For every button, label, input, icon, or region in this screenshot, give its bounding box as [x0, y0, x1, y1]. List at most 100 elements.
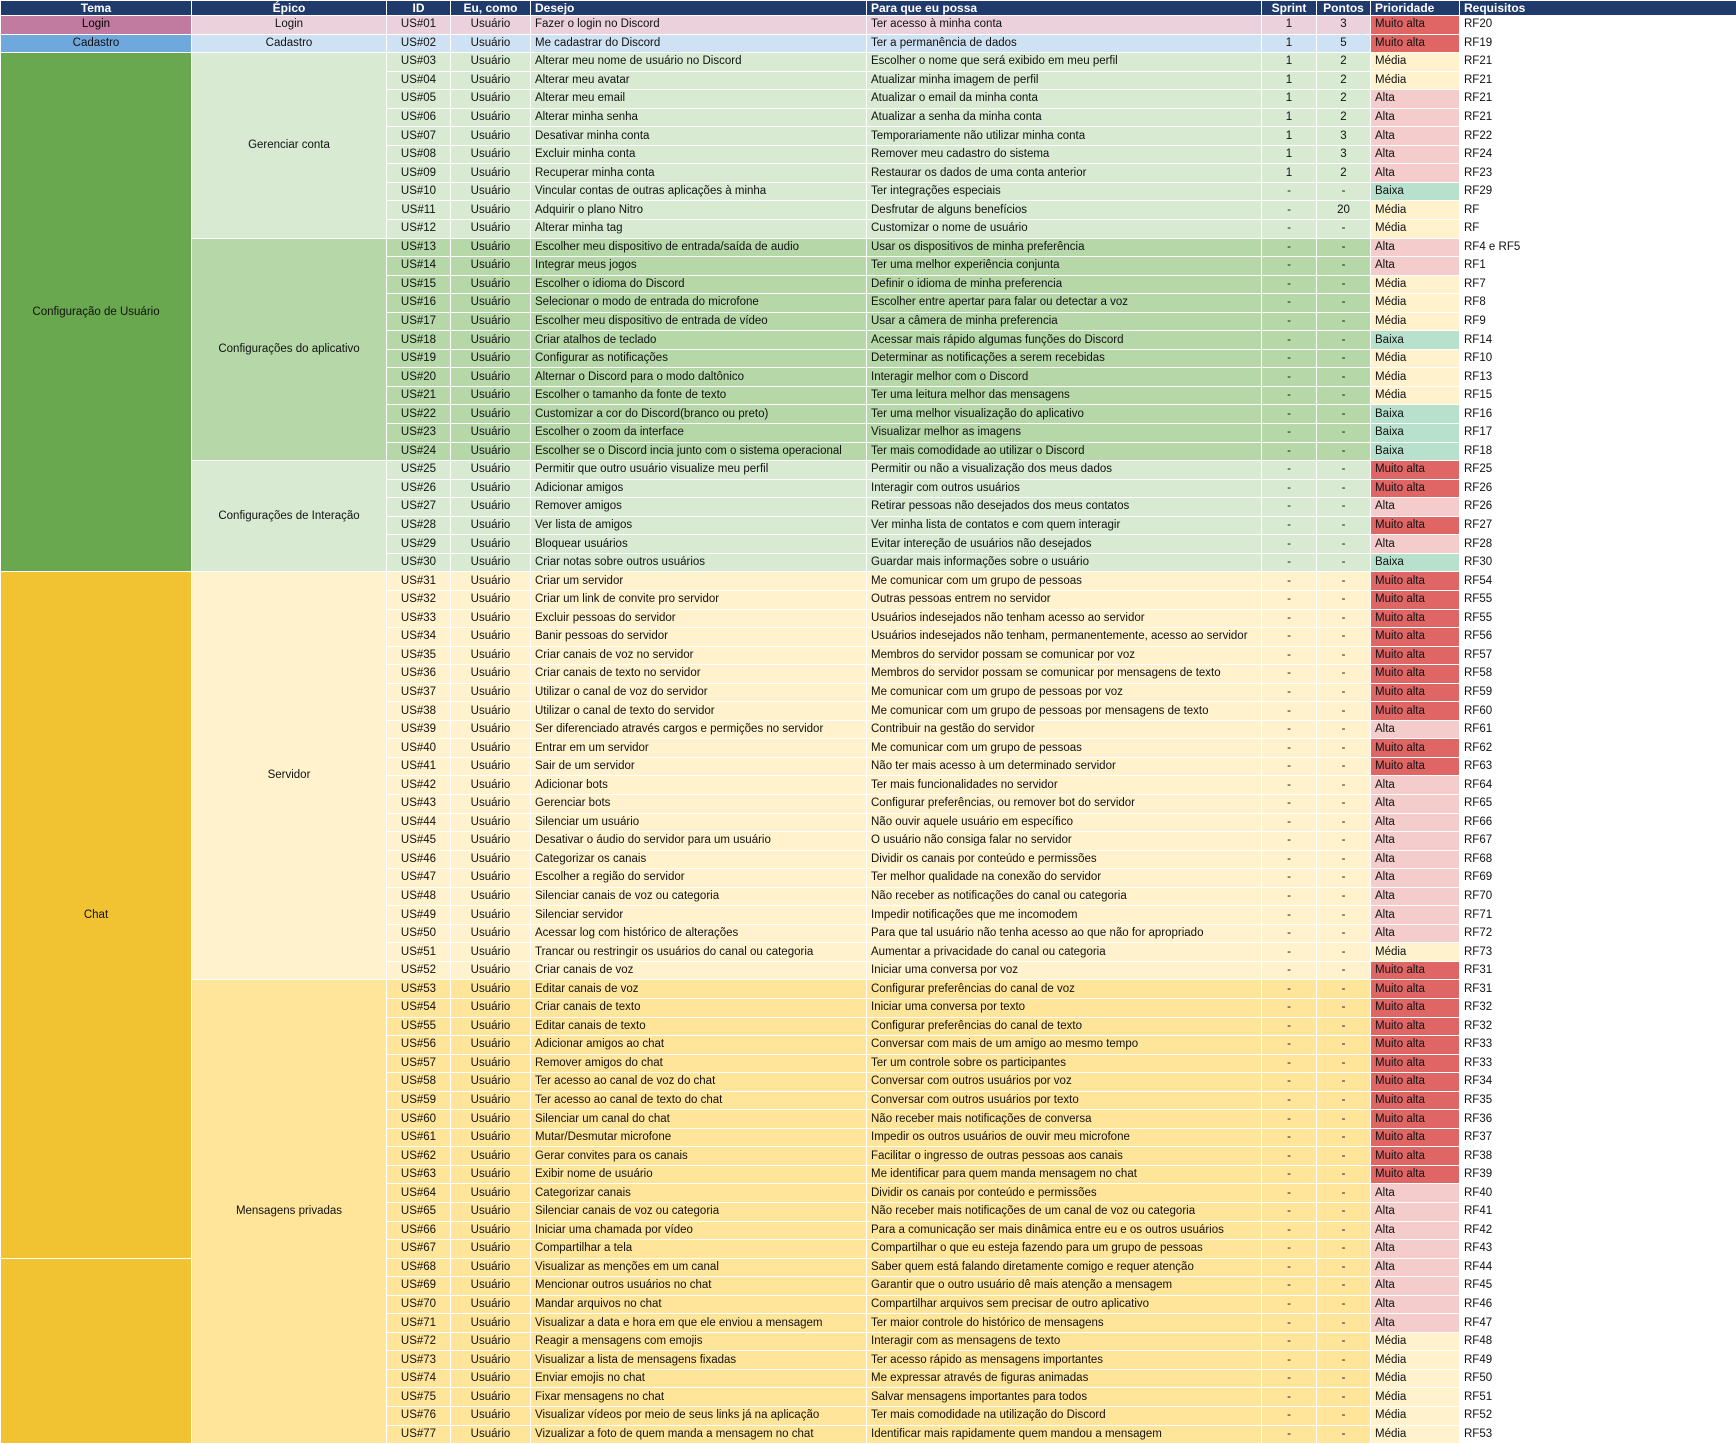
- sprint-cell[interactable]: 1: [1262, 53, 1317, 72]
- desejo-cell[interactable]: Escolher o tamanho da fonte de texto: [531, 386, 867, 405]
- pontos-cell[interactable]: -: [1317, 1314, 1371, 1333]
- header-prioridade[interactable]: Prioridade: [1371, 1, 1460, 16]
- id-cell[interactable]: US#75: [387, 1388, 451, 1407]
- prioridade-cell[interactable]: Alta: [1371, 906, 1460, 925]
- para-que-cell[interactable]: Atualizar a senha da minha conta: [867, 108, 1262, 127]
- pontos-cell[interactable]: -: [1317, 1351, 1371, 1370]
- eu-como-cell[interactable]: Usuário: [451, 1221, 531, 1240]
- prioridade-cell[interactable]: Muito alta: [1371, 609, 1460, 628]
- desejo-cell[interactable]: Exibir nome de usuário: [531, 1165, 867, 1184]
- requisitos-cell[interactable]: RF18: [1460, 442, 1736, 461]
- prioridade-cell[interactable]: Alta: [1371, 164, 1460, 183]
- para-que-cell[interactable]: Facilitar o ingresso de outras pessoas a…: [867, 1147, 1262, 1166]
- desejo-cell[interactable]: Categorizar canais: [531, 1184, 867, 1203]
- para-que-cell[interactable]: Ter uma melhor visualização do aplicativ…: [867, 405, 1262, 424]
- desejo-cell[interactable]: Compartilhar a tela: [531, 1240, 867, 1259]
- desejo-cell[interactable]: Criar canais de texto: [531, 998, 867, 1017]
- eu-como-cell[interactable]: Usuário: [451, 832, 531, 851]
- eu-como-cell[interactable]: Usuário: [451, 71, 531, 90]
- id-cell[interactable]: US#41: [387, 757, 451, 776]
- pontos-cell[interactable]: -: [1317, 1073, 1371, 1092]
- sprint-cell[interactable]: -: [1262, 832, 1317, 851]
- desejo-cell[interactable]: Permitir que outro usuário visualize meu…: [531, 461, 867, 480]
- requisitos-cell[interactable]: RF40: [1460, 1184, 1736, 1203]
- eu-como-cell[interactable]: Usuário: [451, 34, 531, 53]
- pontos-cell[interactable]: -: [1317, 850, 1371, 869]
- id-cell[interactable]: US#36: [387, 665, 451, 684]
- requisitos-cell[interactable]: RF62: [1460, 739, 1736, 758]
- requisitos-cell[interactable]: RF27: [1460, 516, 1736, 535]
- sprint-cell[interactable]: -: [1262, 1221, 1317, 1240]
- pontos-cell[interactable]: -: [1317, 1369, 1371, 1388]
- prioridade-cell[interactable]: Muito alta: [1371, 628, 1460, 647]
- para-que-cell[interactable]: Usar a câmera de minha preferencia: [867, 312, 1262, 331]
- eu-como-cell[interactable]: Usuário: [451, 1314, 531, 1333]
- requisitos-cell[interactable]: RF71: [1460, 906, 1736, 925]
- para-que-cell[interactable]: Evitar intereção de usuários não desejad…: [867, 535, 1262, 554]
- requisitos-cell[interactable]: RF38: [1460, 1147, 1736, 1166]
- requisitos-cell[interactable]: RF58: [1460, 665, 1736, 684]
- epico-cell[interactable]: Servidor: [192, 572, 387, 980]
- pontos-cell[interactable]: -: [1317, 461, 1371, 480]
- pontos-cell[interactable]: -: [1317, 238, 1371, 257]
- prioridade-cell[interactable]: Média: [1371, 312, 1460, 331]
- requisitos-cell[interactable]: RF49: [1460, 1351, 1736, 1370]
- desejo-cell[interactable]: Excluir pessoas do servidor: [531, 609, 867, 628]
- requisitos-cell[interactable]: RF21: [1460, 71, 1736, 90]
- desejo-cell[interactable]: Escolher o zoom da interface: [531, 424, 867, 443]
- para-que-cell[interactable]: Identificar mais rapidamente quem mandou…: [867, 1425, 1262, 1444]
- id-cell[interactable]: US#47: [387, 869, 451, 888]
- eu-como-cell[interactable]: Usuário: [451, 683, 531, 702]
- pontos-cell[interactable]: 2: [1317, 108, 1371, 127]
- prioridade-cell[interactable]: Alta: [1371, 90, 1460, 109]
- requisitos-cell[interactable]: RF43: [1460, 1240, 1736, 1259]
- prioridade-cell[interactable]: Muito alta: [1371, 961, 1460, 980]
- para-que-cell[interactable]: Me comunicar com um grupo de pessoas por…: [867, 683, 1262, 702]
- prioridade-cell[interactable]: Alta: [1371, 238, 1460, 257]
- id-cell[interactable]: US#06: [387, 108, 451, 127]
- eu-como-cell[interactable]: Usuário: [451, 572, 531, 591]
- eu-como-cell[interactable]: Usuário: [451, 739, 531, 758]
- sprint-cell[interactable]: -: [1262, 1314, 1317, 1333]
- pontos-cell[interactable]: -: [1317, 1017, 1371, 1036]
- para-que-cell[interactable]: Contribuir na gestão do servidor: [867, 720, 1262, 739]
- desejo-cell[interactable]: Banir pessoas do servidor: [531, 628, 867, 647]
- eu-como-cell[interactable]: Usuário: [451, 1388, 531, 1407]
- id-cell[interactable]: US#18: [387, 331, 451, 350]
- prioridade-cell[interactable]: Alta: [1371, 887, 1460, 906]
- pontos-cell[interactable]: -: [1317, 349, 1371, 368]
- pontos-cell[interactable]: 2: [1317, 164, 1371, 183]
- desejo-cell[interactable]: Enviar emojis no chat: [531, 1369, 867, 1388]
- para-que-cell[interactable]: Ter maior controle do histórico de mensa…: [867, 1314, 1262, 1333]
- eu-como-cell[interactable]: Usuário: [451, 887, 531, 906]
- para-que-cell[interactable]: Me comunicar com um grupo de pessoas: [867, 739, 1262, 758]
- requisitos-cell[interactable]: RF1: [1460, 257, 1736, 276]
- desejo-cell[interactable]: Silenciar canais de voz ou categoria: [531, 1203, 867, 1222]
- requisitos-cell[interactable]: RF21: [1460, 53, 1736, 72]
- sprint-cell[interactable]: -: [1262, 998, 1317, 1017]
- para-que-cell[interactable]: Me comunicar com um grupo de pessoas por…: [867, 702, 1262, 721]
- prioridade-cell[interactable]: Média: [1371, 294, 1460, 313]
- sprint-cell[interactable]: -: [1262, 869, 1317, 888]
- id-cell[interactable]: US#58: [387, 1073, 451, 1092]
- requisitos-cell[interactable]: RF24: [1460, 145, 1736, 164]
- requisitos-cell[interactable]: RF9: [1460, 312, 1736, 331]
- pontos-cell[interactable]: -: [1317, 479, 1371, 498]
- desejo-cell[interactable]: Fazer o login no Discord: [531, 16, 867, 35]
- eu-como-cell[interactable]: Usuário: [451, 238, 531, 257]
- para-que-cell[interactable]: Restaurar os dados de uma conta anterior: [867, 164, 1262, 183]
- sprint-cell[interactable]: -: [1262, 720, 1317, 739]
- eu-como-cell[interactable]: Usuário: [451, 275, 531, 294]
- header-tema[interactable]: Tema: [1, 1, 192, 16]
- id-cell[interactable]: US#24: [387, 442, 451, 461]
- pontos-cell[interactable]: -: [1317, 424, 1371, 443]
- para-que-cell[interactable]: Permitir ou não a visualização dos meus …: [867, 461, 1262, 480]
- para-que-cell[interactable]: Retirar pessoas não desejados dos meus c…: [867, 498, 1262, 517]
- requisitos-cell[interactable]: RF33: [1460, 1036, 1736, 1055]
- sprint-cell[interactable]: -: [1262, 516, 1317, 535]
- eu-como-cell[interactable]: Usuário: [451, 980, 531, 999]
- id-cell[interactable]: US#69: [387, 1277, 451, 1296]
- para-que-cell[interactable]: Configurar preferências, ou remover bot …: [867, 794, 1262, 813]
- prioridade-cell[interactable]: Muito alta: [1371, 646, 1460, 665]
- sprint-cell[interactable]: -: [1262, 275, 1317, 294]
